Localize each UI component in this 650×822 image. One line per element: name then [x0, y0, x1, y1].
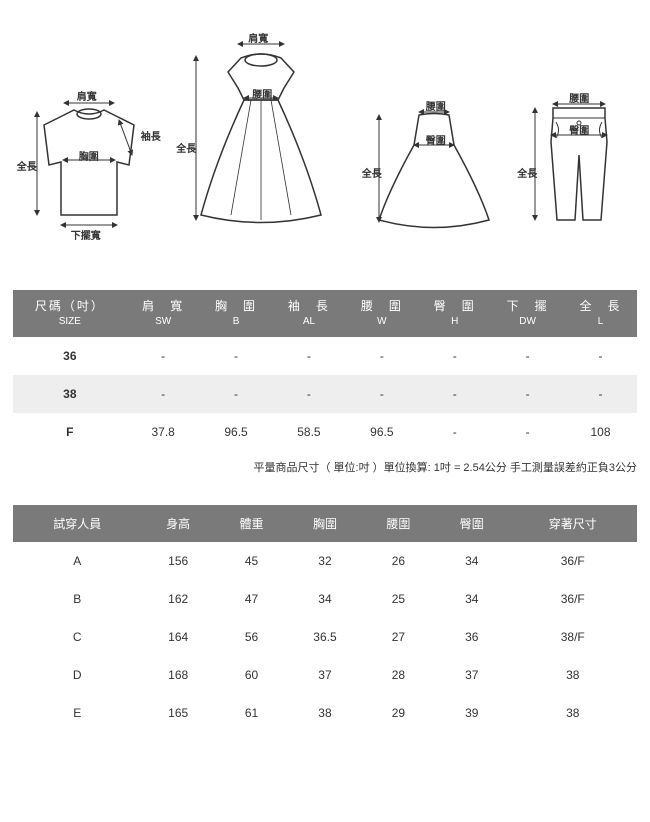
- label-dress-length: 全長: [176, 140, 196, 155]
- label-skirt-hip: 臀圍: [426, 132, 446, 147]
- table-row: 36 - - - - - - -: [13, 337, 637, 375]
- fit-table-header-row: 試穿人員 身高 體重 胸圍 腰圍 臀圍 穿著尺寸: [13, 505, 637, 542]
- label-pants-waist: 腰圍: [569, 90, 589, 105]
- diagram-dress: 肩寬 腰圍 全長: [176, 30, 346, 240]
- label-shirt-chest: 胸圍: [79, 148, 99, 163]
- fit-th-waist: 腰圍: [362, 505, 435, 542]
- size-table-body: 36 - - - - - - - 38 - - - - - - - F 37.8…: [13, 337, 637, 451]
- label-pants-hip: 臀圍: [569, 122, 589, 137]
- label-dress-shoulder: 肩寬: [248, 30, 268, 45]
- table-row: C 164 56 36.5 27 36 38/F: [13, 618, 637, 656]
- table-row: D 168 60 37 28 37 38: [13, 656, 637, 694]
- diagram-pants: 腰圍 臀圍 全長: [521, 70, 631, 240]
- table-row: F 37.8 96.5 58.5 96.5 - - 108: [13, 413, 637, 451]
- fit-th-height: 身高: [141, 505, 214, 542]
- table-row: E 165 61 38 29 39 38: [13, 694, 637, 732]
- label-shirt-shoulder: 肩寬: [77, 88, 97, 103]
- table-row: A 156 45 32 26 34 36/F: [13, 542, 637, 580]
- size-th-size: 尺碼（吋）SIZE: [13, 290, 127, 337]
- size-table: 尺碼（吋）SIZE 肩 寬SW 胸 圍B 袖 長AL 腰 圍W 臀 圍H 下 擺…: [13, 290, 637, 451]
- label-dress-waist: 腰圍: [252, 86, 272, 101]
- label-shirt-length: 全長: [17, 158, 37, 173]
- fit-th-weight: 體重: [215, 505, 288, 542]
- measurement-note: 平量商品尺寸（ 單位:吋 ）單位換算: 1吋 = 2.54公分 手工測量誤差約正…: [13, 459, 637, 475]
- fit-th-hip: 臀圍: [435, 505, 508, 542]
- size-th-h: 臀 圍H: [418, 290, 491, 337]
- fit-table: 試穿人員 身高 體重 胸圍 腰圍 臀圍 穿著尺寸 A 156 45 32 26 …: [13, 505, 637, 732]
- dress-svg: [176, 30, 346, 240]
- size-th-w: 腰 圍W: [345, 290, 418, 337]
- diagram-skirt: 腰圍 臀圍 全長: [364, 70, 504, 240]
- size-th-l: 全 長L: [564, 290, 637, 337]
- size-th-sw: 肩 寬SW: [127, 290, 200, 337]
- label-skirt-length: 全長: [362, 165, 382, 180]
- size-th-b: 胸 圍B: [200, 290, 273, 337]
- fit-th-fit: 穿著尺寸: [508, 505, 637, 542]
- label-shirt-sleeve: 袖長: [141, 128, 161, 143]
- size-table-header-row: 尺碼（吋）SIZE 肩 寬SW 胸 圍B 袖 長AL 腰 圍W 臀 圍H 下 擺…: [13, 290, 637, 337]
- table-row: 38 - - - - - - -: [13, 375, 637, 413]
- size-th-dw: 下 擺DW: [491, 290, 564, 337]
- garment-diagrams: 肩寬 袖長 胸圍 全長 下擺寬 肩寬 腰圍 全長: [0, 0, 650, 270]
- fit-th-person: 試穿人員: [13, 505, 141, 542]
- skirt-svg: [364, 70, 504, 240]
- size-th-al: 袖 長AL: [272, 290, 345, 337]
- fit-table-body: A 156 45 32 26 34 36/F B 162 47 34 25 34…: [13, 542, 637, 732]
- fit-th-bust: 胸圍: [288, 505, 361, 542]
- label-shirt-hem: 下擺寬: [71, 227, 101, 242]
- table-row: B 162 47 34 25 34 36/F: [13, 580, 637, 618]
- label-skirt-waist: 腰圍: [426, 98, 446, 113]
- label-pants-length: 全長: [517, 165, 537, 180]
- diagram-shirt: 肩寬 袖長 胸圍 全長 下擺寬: [19, 70, 159, 240]
